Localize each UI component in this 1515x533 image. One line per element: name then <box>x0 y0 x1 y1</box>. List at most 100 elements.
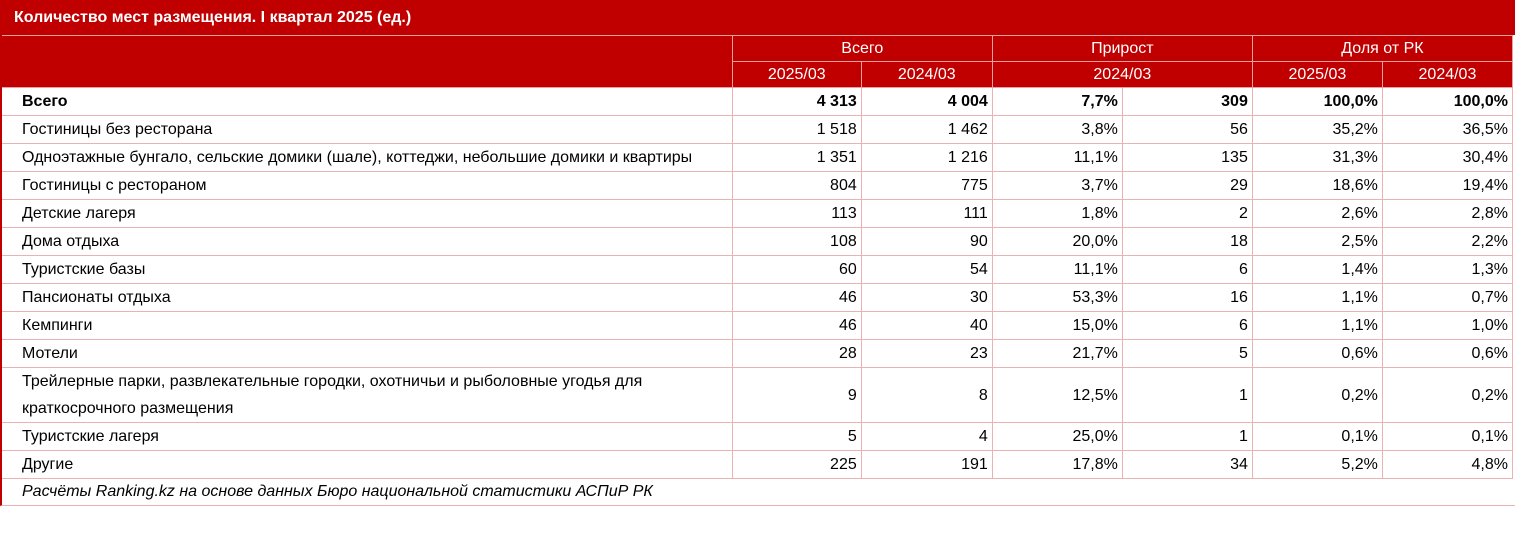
table-row: Другие 225 191 17,8% 34 5,2% 4,8% <box>0 450 1514 479</box>
source-note: Расчёты Ranking.kz на основе данных Бюро… <box>0 479 1515 506</box>
row-label: Мотели <box>0 339 733 368</box>
row-label: Трейлерные парки, развлекательные городк… <box>0 367 733 423</box>
value-cell: 20,0% <box>991 227 1123 256</box>
value-cell: 28 <box>731 339 862 368</box>
value-cell: 1,3% <box>1381 255 1514 284</box>
row-label: Всего <box>0 87 733 116</box>
value-cell: 108 <box>731 227 862 256</box>
value-cell: 0,1% <box>1381 422 1514 451</box>
value-cell: 53,3% <box>991 283 1123 312</box>
value-cell: 18,6% <box>1251 171 1383 200</box>
value-cell: 1 216 <box>860 143 993 172</box>
value-cell: 5 <box>731 422 862 451</box>
value-cell: 35,2% <box>1251 115 1383 144</box>
value-cell: 25,0% <box>991 422 1123 451</box>
value-cell: 2 <box>1121 199 1253 228</box>
table-row: Одноэтажные бунгало, сельские домики (ша… <box>0 143 1514 172</box>
value-cell: 1 <box>1121 367 1253 423</box>
table-row: Туристские базы 60 54 11,1% 6 1,4% 1,3% <box>0 255 1514 284</box>
table-row: Трейлерные парки, развлекательные городк… <box>0 367 1514 423</box>
table-row: Дома отдыха 108 90 20,0% 18 2,5% 2,2% <box>0 227 1514 256</box>
value-cell: 0,6% <box>1251 339 1383 368</box>
header-row: Всего Прирост Доля от РК <box>0 35 1514 88</box>
value-cell: 3,7% <box>991 171 1123 200</box>
value-cell: 804 <box>731 171 862 200</box>
value-cell: 2,5% <box>1251 227 1383 256</box>
sub-header: 2025/03 <box>1251 61 1383 88</box>
value-cell: 54 <box>860 255 993 284</box>
value-cell: 8 <box>860 367 993 423</box>
value-cell: 2,8% <box>1381 199 1514 228</box>
value-cell: 0,2% <box>1251 367 1383 423</box>
sub-header: 2024/03 <box>991 61 1253 88</box>
value-cell: 2,6% <box>1251 199 1383 228</box>
row-label: Дома отдыха <box>0 227 733 256</box>
row-label: Гостиницы без ресторана <box>0 115 733 144</box>
value-cell: 18 <box>1121 227 1253 256</box>
value-cell: 40 <box>860 311 993 340</box>
value-cell: 1,0% <box>1381 311 1514 340</box>
table-row: Туристские лагеря 5 4 25,0% 1 0,1% 0,1% <box>0 422 1514 451</box>
table-row: Всего 4 313 4 004 7,7% 309 100,0% 100,0% <box>0 87 1514 116</box>
value-cell: 19,4% <box>1381 171 1514 200</box>
value-cell: 34 <box>1121 450 1253 479</box>
value-cell: 90 <box>860 227 993 256</box>
value-cell: 3,8% <box>991 115 1123 144</box>
value-cell: 100,0% <box>1251 87 1383 116</box>
value-cell: 46 <box>731 311 862 340</box>
value-cell: 191 <box>860 450 993 479</box>
value-cell: 15,0% <box>991 311 1123 340</box>
value-cell: 56 <box>1121 115 1253 144</box>
value-cell: 46 <box>731 283 862 312</box>
value-cell: 0,6% <box>1381 339 1514 368</box>
row-label: Детские лагеря <box>0 199 733 228</box>
header-cell <box>0 35 733 88</box>
value-cell: 0,7% <box>1381 283 1514 312</box>
header-row: 2025/03 2024/03 2024/03 2025/03 2024/03 <box>1 61 1514 88</box>
value-cell: 36,5% <box>1381 115 1514 144</box>
table-title: Количество мест размещения. I квартал 20… <box>0 0 1515 35</box>
group-header: Прирост <box>991 35 1253 62</box>
row-label: Одноэтажные бунгало, сельские домики (ша… <box>0 143 733 172</box>
row-label: Туристские лагеря <box>0 422 733 451</box>
row-label: Гостиницы с рестораном <box>0 171 733 200</box>
value-cell: 1 462 <box>860 115 993 144</box>
value-cell: 21,7% <box>991 339 1123 368</box>
group-header: Всего <box>731 35 993 62</box>
row-label: Другие <box>0 450 733 479</box>
value-cell: 31,3% <box>1251 143 1383 172</box>
value-cell: 1 518 <box>731 115 862 144</box>
value-cell: 0,2% <box>1381 367 1514 423</box>
value-cell: 1,1% <box>1251 311 1383 340</box>
value-cell: 30 <box>860 283 993 312</box>
value-cell: 1,4% <box>1251 255 1383 284</box>
row-label: Пансионаты отдыха <box>0 283 733 312</box>
value-cell: 4 313 <box>731 87 862 116</box>
group-header: Доля от РК <box>1251 35 1514 62</box>
value-cell: 23 <box>860 339 993 368</box>
table-row: Мотели 28 23 21,7% 5 0,6% 0,6% <box>0 339 1514 368</box>
value-cell: 100,0% <box>1381 87 1514 116</box>
value-cell: 7,7% <box>991 87 1123 116</box>
value-cell: 17,8% <box>991 450 1123 479</box>
value-cell: 29 <box>1121 171 1253 200</box>
value-cell: 2,2% <box>1381 227 1514 256</box>
value-cell: 60 <box>731 255 862 284</box>
row-label: Кемпинги <box>0 311 733 340</box>
value-cell: 16 <box>1121 283 1253 312</box>
table-row: Гостиницы без ресторана 1 518 1 462 3,8% 56 3… <box>0 115 1514 144</box>
value-cell: 1 351 <box>731 143 862 172</box>
value-cell: 11,1% <box>991 255 1123 284</box>
value-cell: 135 <box>1121 143 1253 172</box>
value-cell: 30,4% <box>1381 143 1514 172</box>
value-cell: 1,1% <box>1251 283 1383 312</box>
value-cell: 225 <box>731 450 862 479</box>
sub-header: 2024/03 <box>1381 61 1514 88</box>
value-cell: 775 <box>860 171 993 200</box>
value-cell: 309 <box>1121 87 1253 116</box>
table-row: Гостиницы с рестораном 804 775 3,7% 29 18,6% 1… <box>0 171 1514 200</box>
value-cell: 4 <box>860 422 993 451</box>
value-cell: 12,5% <box>991 367 1123 423</box>
row-label: Туристские базы <box>0 255 733 284</box>
